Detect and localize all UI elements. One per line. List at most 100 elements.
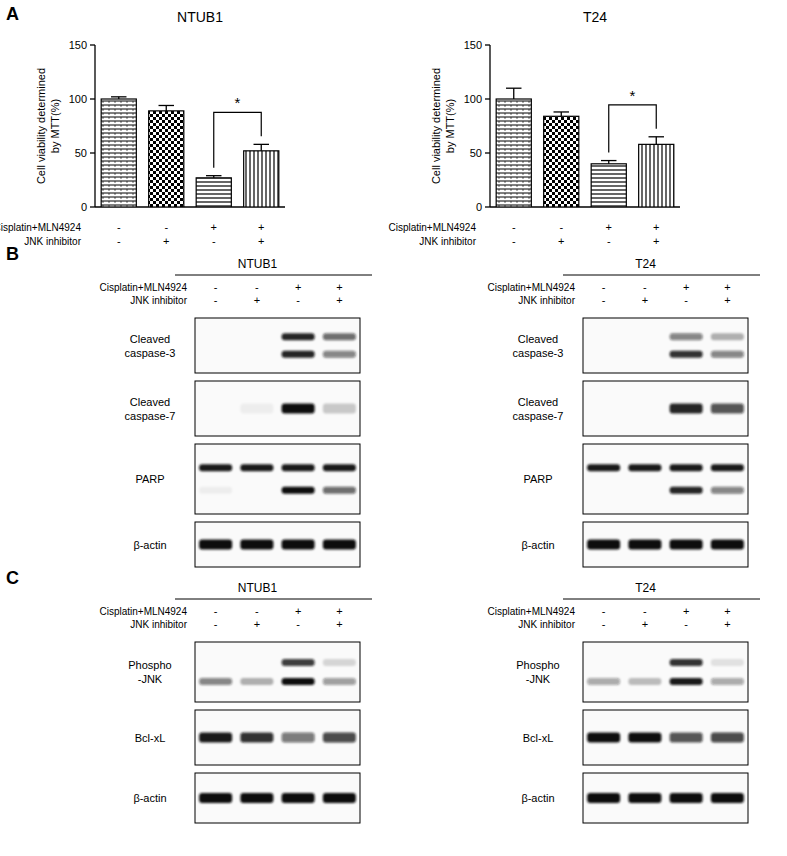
blot-panel: BNTUB1Cisplatin+MLN4924--++JNK inhibitor… [6, 244, 760, 567]
blot-label: β-actin [521, 539, 554, 551]
band [711, 351, 744, 358]
blot: β-actin [521, 773, 748, 823]
bar [544, 116, 579, 207]
blot-label: β-actin [133, 792, 166, 804]
blot-title: T24 [635, 257, 656, 271]
band [240, 464, 273, 471]
blot-label: caspase-7 [125, 410, 176, 422]
error-cap [554, 111, 569, 112]
y-tick [485, 152, 490, 153]
condition-sign: + [258, 235, 264, 247]
band [199, 540, 232, 550]
bar [101, 99, 136, 207]
band [199, 659, 232, 666]
y-axis [489, 45, 490, 207]
condition-sign: - [214, 281, 218, 293]
y-tick-label: 0 [476, 201, 482, 213]
blot-label: β-actin [521, 792, 554, 804]
blot-label: β-actin [133, 539, 166, 551]
band [587, 487, 620, 494]
condition-sign: + [258, 221, 264, 233]
band [628, 540, 661, 550]
condition-sign: - [214, 618, 218, 630]
band [670, 793, 703, 803]
error-cap [206, 175, 221, 176]
condition-sign: + [558, 235, 564, 247]
condition-sign: + [724, 294, 730, 306]
band [628, 333, 661, 340]
panel-label: A [6, 4, 19, 24]
error-bar [649, 137, 664, 145]
error-bar [506, 88, 521, 99]
blot-label: caspase-7 [513, 410, 564, 422]
significance-mark: * [235, 94, 241, 111]
condition-sign: - [164, 221, 168, 233]
blot-frame [195, 642, 360, 702]
condition-label: Cisplatin+MLN4924 [487, 606, 575, 617]
blot-label: -JNK [138, 673, 163, 685]
band [670, 678, 703, 685]
band [711, 487, 744, 494]
error-cap [506, 88, 521, 89]
condition-sign: - [602, 294, 606, 306]
condition-label: Cisplatin+MLN4924 [487, 282, 575, 293]
band [711, 733, 744, 743]
band [240, 540, 273, 550]
chart-title: T24 [583, 9, 607, 25]
blot-label: Phospho [516, 659, 559, 671]
band [628, 733, 661, 743]
error-cap [601, 160, 616, 161]
condition-sign: + [336, 281, 342, 293]
band [282, 540, 315, 550]
condition-sign: - [255, 281, 259, 293]
condition-label: Cisplatin+MLN4924 [0, 222, 81, 233]
blot-frame [195, 318, 360, 373]
title-rule [175, 599, 372, 600]
y-axis-label: by MTT(%) [49, 99, 61, 153]
y-tick-label: 50 [75, 147, 87, 159]
condition-sign: - [643, 281, 647, 293]
bar [639, 144, 674, 207]
band [240, 333, 273, 340]
blot-label: Cleaved [518, 333, 558, 345]
band [587, 351, 620, 358]
condition-sign: + [336, 294, 342, 306]
condition-sign: + [336, 618, 342, 630]
title-rule [563, 275, 760, 276]
band [240, 793, 273, 803]
band [670, 404, 703, 414]
band [323, 733, 356, 743]
band [670, 733, 703, 743]
condition-label: JNK inhibitor [130, 619, 187, 630]
error-bar [601, 161, 616, 164]
significance-bracket [609, 105, 657, 153]
condition-label: JNK inhibitor [419, 236, 476, 247]
band [670, 540, 703, 550]
panel-label: C [6, 568, 19, 588]
y-axis-label: Cell viability determined [430, 68, 442, 184]
band [282, 487, 315, 494]
condition-sign: + [295, 281, 301, 293]
error-stem [656, 137, 657, 145]
band [323, 333, 356, 340]
blot-frame [583, 522, 748, 567]
band [282, 333, 315, 340]
band [323, 678, 356, 685]
error-stem [261, 144, 262, 150]
band [711, 333, 744, 340]
condition-label: JNK inhibitor [518, 295, 575, 306]
condition-sign: + [683, 605, 689, 617]
blot-label: caspase-3 [125, 347, 176, 359]
band [282, 678, 315, 685]
band [240, 659, 273, 666]
band [670, 351, 703, 358]
y-tick-label: 150 [69, 39, 87, 51]
blot-frame [583, 318, 748, 373]
y-axis-label: by MTT(%) [444, 99, 456, 153]
condition-sign: + [724, 281, 730, 293]
blot-label: Cleaved [130, 333, 170, 345]
band [670, 464, 703, 471]
y-tick [90, 98, 95, 99]
blot-frame [583, 773, 748, 823]
y-tick-label: 150 [464, 39, 482, 51]
